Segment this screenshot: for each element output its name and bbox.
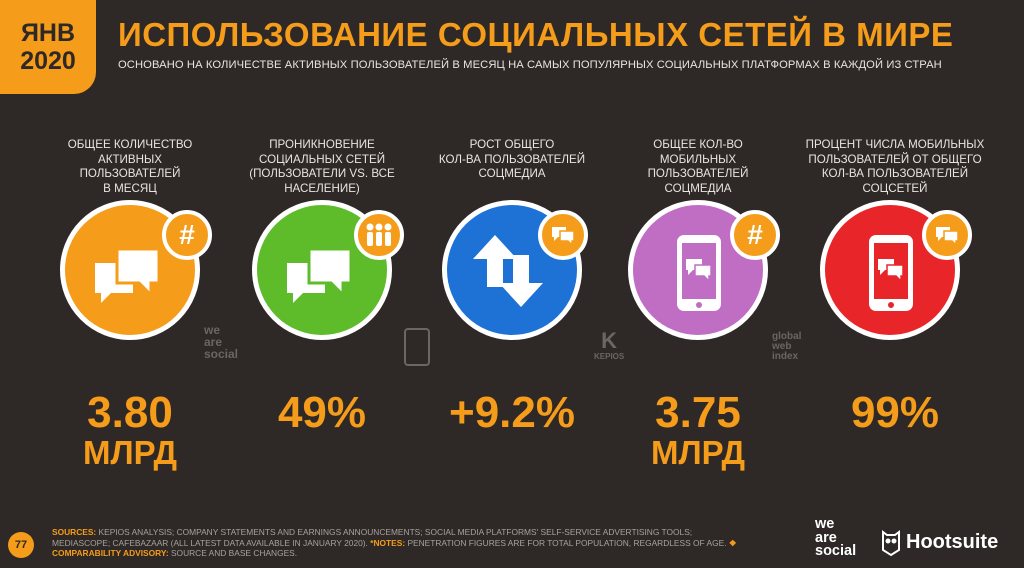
label-line: КОЛ-ВА ПОЛЬЗОВАТЕЛЕЙ [438, 152, 586, 166]
stat-unit-4: МЛРД [650, 434, 746, 471]
hootsuite-text: Hootsuite [906, 530, 999, 553]
label-line: ПОЛЬЗОВАТЕЛЕЙ [79, 167, 181, 180]
label-line: НАСЕЛЕНИЕ) [284, 181, 360, 195]
label-line: ПРОНИКНОВЕНИЕ [269, 138, 375, 151]
phone-chat-icon [677, 235, 721, 311]
globalwebindex-logo: global web index [772, 331, 802, 362]
chat-bubbles-icon [95, 247, 161, 303]
notes-text: PENETRATION FIGURES ARE FOR TOTAL POPULA… [407, 537, 727, 548]
label-line: АКТИВНЫХ [97, 152, 162, 166]
label-line: МОБИЛЬНЫХ [659, 152, 737, 166]
hash-icon: # [730, 210, 780, 260]
label-line: СОЦМЕДИА [478, 167, 546, 180]
chat-bubbles-icon [287, 247, 353, 303]
page-subtitle: ОСНОВАНО НА КОЛИЧЕСТВЕ АКТИВНЫХ ПОЛЬЗОВА… [118, 59, 942, 71]
page-title: ИСПОЛЬЗОВАНИЕ СОЦИАЛЬНЫХ СЕТЕЙ В МИРЕ [118, 16, 954, 53]
badge-year: 2020 [20, 47, 76, 75]
chat-glyph [936, 227, 959, 247]
hash-icon: # [162, 210, 212, 260]
stat-unit-1: МЛРД [82, 434, 178, 471]
advisory-text: SOURCE AND BASE CHANGES. [170, 548, 298, 559]
people-icon [354, 210, 404, 260]
label-line: СОЦМЕДИА [664, 181, 732, 195]
phone-chat-icon [869, 235, 913, 311]
label-line: (ПОЛЬЗОВАТЕЛИ VS. ВСЕ [249, 167, 395, 180]
chat-glyph [552, 227, 575, 247]
hootsuite-brand: Hootsuite [880, 528, 998, 556]
brand-word: we [815, 516, 835, 532]
stat-value-1: 3.80 [87, 388, 173, 437]
sources-label: SOURCES: [52, 527, 97, 537]
page-number: 77 [8, 532, 34, 558]
we-are-social-logo: we are social [204, 323, 239, 361]
kepios-text: KEPIOS [594, 352, 625, 361]
sources-note: SOURCES: KEPIOS ANALYSIS; COMPANY STATEM… [52, 527, 752, 559]
people-glyph [366, 223, 392, 246]
label-line: РОСТ ОБЩЕГО [469, 138, 555, 151]
owl-icon [882, 530, 900, 556]
stat-label-1: ОБЩЕЕ КОЛИЧЕСТВО АКТИВНЫХ ПОЛЬЗОВАТЕЛЕЙ … [40, 138, 220, 196]
label-line: ПРОЦЕНТ ЧИСЛА МОБИЛЬНЫХ [805, 138, 985, 151]
up-down-arrows-icon [473, 235, 543, 307]
label-line: СОЦИАЛЬНЫХ СЕТЕЙ [258, 152, 386, 166]
notes-label: *NOTES: [370, 537, 406, 548]
sources-text: KEPIOS ANALYSIS; COMPANY STATEMENTS AND … [52, 527, 693, 548]
stat-label-4: ОБЩЕЕ КОЛ-ВО МОБИЛЬНЫХ ПОЛЬЗОВАТЕЛЕЙ СОЦ… [608, 138, 788, 196]
stat-value-5: 99% [850, 388, 940, 437]
stat-value-4: 3.75 [655, 388, 741, 437]
kepios-logo: K KEPIOS [594, 328, 625, 362]
brand-word: are [815, 529, 837, 546]
stat-value-2: 49% [277, 388, 367, 437]
stat-label-2: ПРОНИКНОВЕНИЕ СОЦИАЛЬНЫХ СЕТЕЙ (ПОЛЬЗОВА… [232, 138, 412, 196]
label-line: ПОЛЬЗОВАТЕЛЕЙ [647, 167, 749, 180]
label-line: СОЦСЕТЕЙ [862, 181, 928, 195]
label-line: ОБЩЕЕ КОЛИЧЕСТВО [67, 138, 193, 151]
brand-word: social [815, 543, 857, 559]
badge-month: ЯНВ [20, 19, 76, 47]
date-badge: ЯНВ 2020 [0, 0, 96, 94]
advisory-label: ❖ COMPARABILITY ADVISORY: [52, 537, 737, 559]
stat-label-5: ПРОЦЕНТ ЧИСЛА МОБИЛЬНЫХ ПОЛЬЗОВАТЕЛЕЙ ОТ… [800, 138, 990, 196]
chat-icon [538, 210, 588, 260]
hootsuite-source-logo [404, 328, 430, 366]
label-line: ПОЛЬЗОВАТЕЛЕЙ ОТ ОБЩЕГО [808, 152, 982, 166]
label-line: В МЕСЯЦ [103, 181, 157, 195]
stat-circle-green [252, 200, 392, 340]
chat-icon [922, 210, 972, 260]
label-line: ОБЩЕЕ КОЛ-ВО [653, 138, 743, 151]
stat-label-3: РОСТ ОБЩЕГО КОЛ-ВА ПОЛЬЗОВАТЕЛЕЙ СОЦМЕДИ… [422, 138, 602, 182]
we-are-social-brand: we are social [815, 516, 857, 559]
stat-value-3: +9.2% [449, 388, 575, 437]
label-line: КОЛ-ВА ПОЛЬЗОВАТЕЛЕЙ [821, 167, 969, 180]
